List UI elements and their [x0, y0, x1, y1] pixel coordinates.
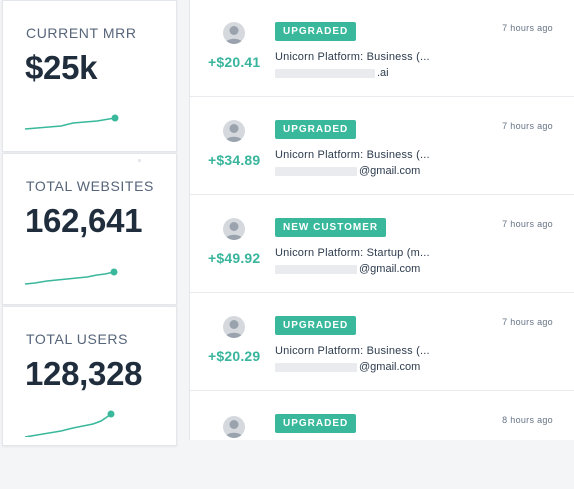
amount: +$20.41 [208, 54, 261, 70]
amount: +$34.89 [208, 152, 261, 168]
redacted-email [275, 264, 357, 274]
redacted-email [275, 68, 375, 78]
timestamp: 7 hours ago [502, 317, 553, 327]
metric-value: 162,641 [25, 202, 143, 239]
status-badge: UPGRADED [275, 316, 357, 335]
plan-name: Unicorn Platform: Business (... [275, 345, 430, 357]
redacted-email [275, 362, 357, 372]
status-badge: UPGRADED [275, 22, 357, 41]
status-badge: UPGRADED [275, 414, 357, 433]
user-avatar-icon [223, 316, 245, 338]
feed-item[interactable]: +$49.92 NEW CUSTOMER Unicorn Platform: S… [190, 196, 574, 293]
status-badge: UPGRADED [275, 120, 357, 139]
users-sparkline [24, 410, 115, 437]
feed-item[interactable]: +$20.29 UPGRADED Unicorn Platform: Busin… [190, 294, 574, 391]
user-avatar-icon [223, 120, 245, 142]
timestamp: 7 hours ago [502, 121, 553, 131]
metric-card-websites: TOTAL WEBSITES 162,641 [2, 153, 177, 305]
amount: +$49.92 [208, 250, 261, 266]
email-domain: @gmail.com [359, 263, 421, 275]
metric-value: $25k [25, 49, 98, 86]
plan-name: Unicorn Platform: Business (... [275, 51, 430, 63]
metric-label: CURRENT MRR [26, 25, 137, 41]
timestamp: 7 hours ago [502, 219, 553, 229]
metric-card-mrr: CURRENT MRR $25k [2, 0, 177, 152]
email-domain: @gmail.com [359, 165, 421, 177]
metric-card-users: TOTAL USERS 128,328 [2, 306, 177, 446]
metric-value: 128,328 [25, 355, 143, 392]
email-domain: @gmail.com [359, 361, 421, 373]
customer-email: @gmail.com [275, 165, 420, 179]
user-avatar-icon [223, 22, 245, 44]
websites-sparkline [24, 268, 118, 285]
amount: +$20.29 [208, 348, 261, 364]
status-badge: NEW CUSTOMER [275, 218, 387, 237]
plan-name: Unicorn Platform: Startup (m... [275, 247, 430, 259]
plan-name: Unicorn Platform: Business (... [275, 149, 430, 161]
metric-label: TOTAL WEBSITES [26, 178, 154, 194]
user-avatar-icon [223, 416, 245, 438]
customer-email: @gmail.com [275, 263, 420, 277]
activity-feed[interactable]: +$20.41 UPGRADED Unicorn Platform: Busin… [189, 0, 574, 440]
divider-mark [138, 159, 141, 162]
timestamp: 7 hours ago [502, 23, 553, 33]
user-avatar-icon [223, 218, 245, 240]
feed-item[interactable]: +$20.41 UPGRADED Unicorn Platform: Busin… [190, 0, 574, 97]
customer-email: .ai [275, 67, 389, 81]
redacted-email [275, 166, 357, 176]
timestamp: 8 hours ago [502, 415, 553, 425]
feed-item[interactable]: UPGRADED 8 hours ago [190, 392, 574, 489]
metric-label: TOTAL USERS [26, 331, 129, 347]
customer-email: @gmail.com [275, 361, 420, 375]
feed-item[interactable]: +$34.89 UPGRADED Unicorn Platform: Busin… [190, 98, 574, 195]
mrr-sparkline [24, 114, 119, 130]
email-domain: .ai [377, 67, 389, 79]
